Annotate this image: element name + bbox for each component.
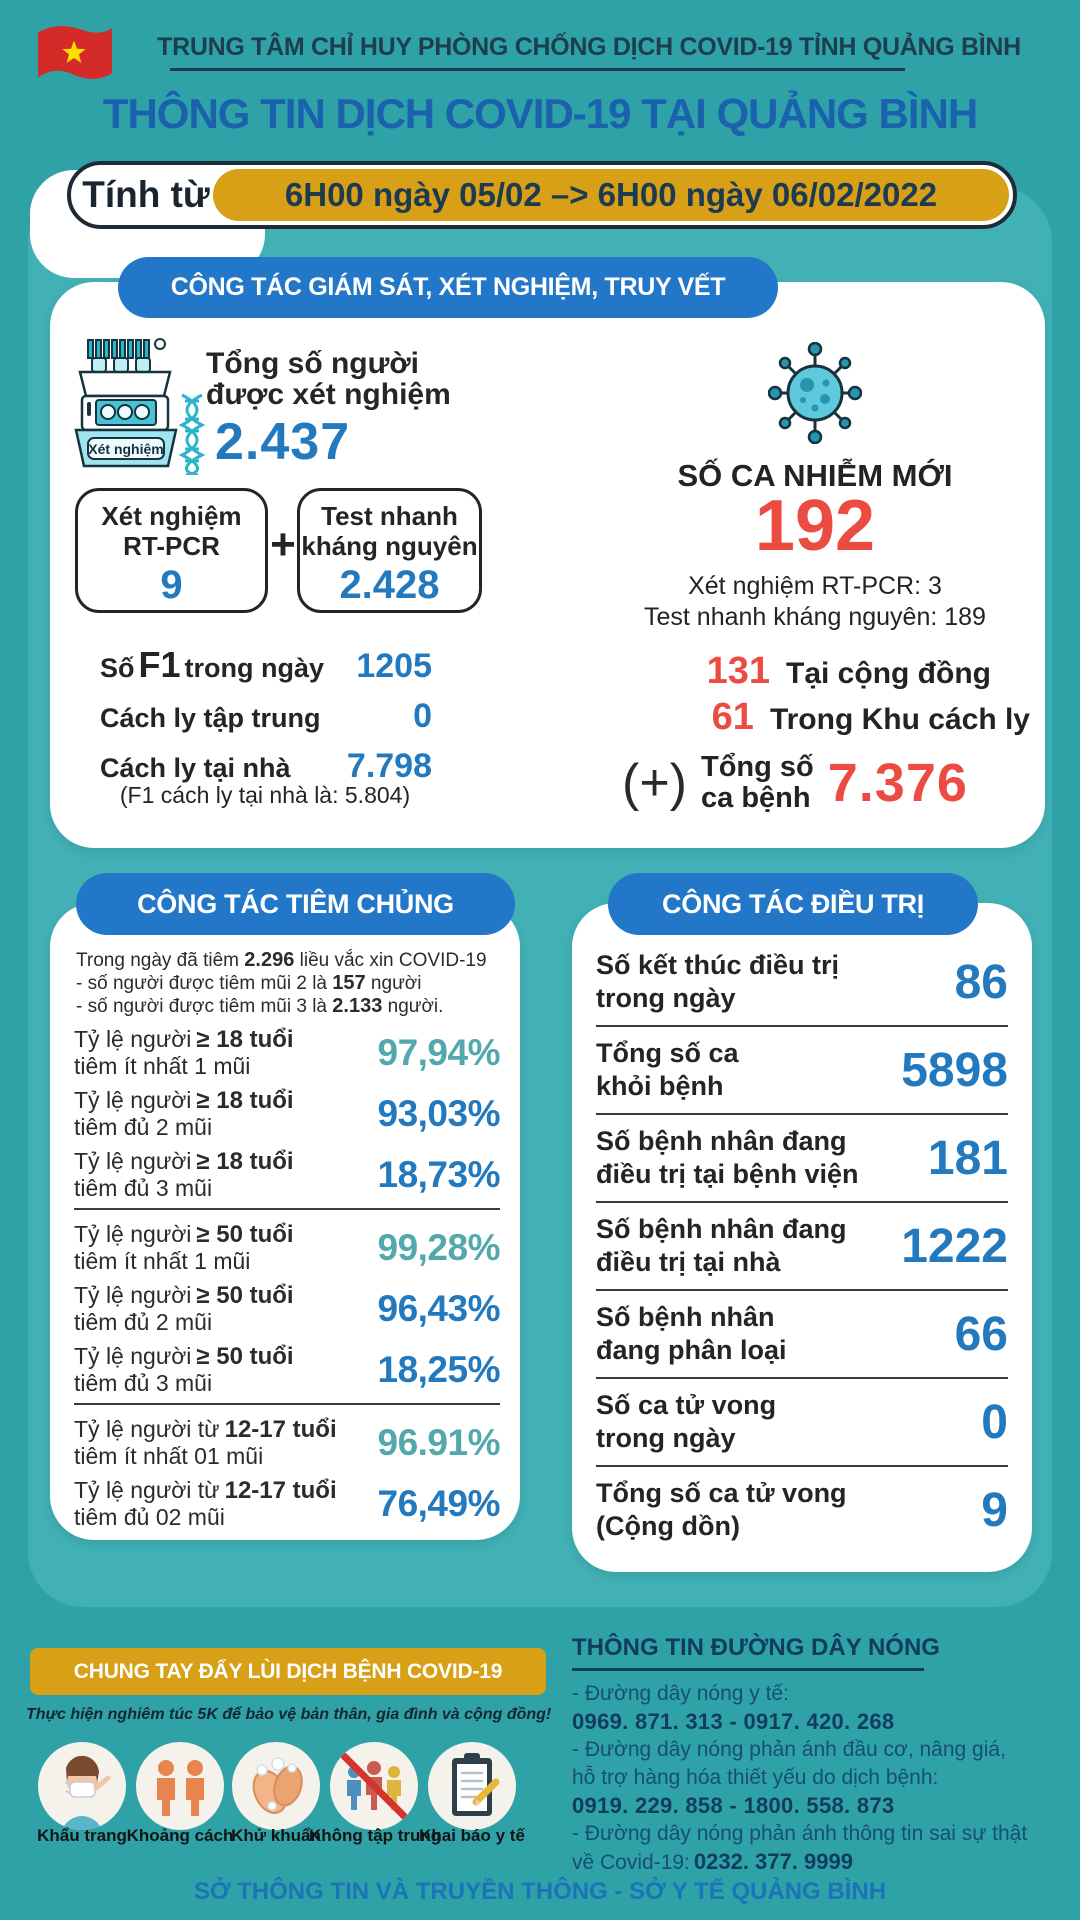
period-value: 6H00 ngày 05/02 –> 6H00 ngày 06/02/2022 — [213, 169, 1009, 221]
new-cases-value: 192 — [754, 486, 876, 566]
org-underline — [170, 68, 905, 71]
new-cases-title: SỐ CA NHIỄM MỚI — [677, 458, 953, 493]
vaccination-card: Trong ngày đã tiêm 2.296 liều vắc xin CO… — [50, 903, 520, 1540]
hotline-underline — [572, 1668, 924, 1671]
divider — [596, 1201, 1008, 1203]
campaign-slogan: Thực hiện nghiêm túc 5K để bảo vệ bản th… — [26, 1706, 552, 1723]
vaccination-section-title: CÔNG TÁC TIÊM CHỦNG — [76, 873, 515, 935]
rate-row: Tỷ lệ người ≥ 18 tuổi tiêm đủ 2 mũi 93,03% — [74, 1087, 500, 1140]
rate-row: Tỷ lệ người ≥ 50 tuổi tiêm đủ 3 mũi 18,25% — [74, 1343, 500, 1396]
treatment-row: Số bệnh nhân đang phân loại 66 — [596, 1302, 1008, 1365]
antigen-count: 2.428 — [339, 563, 440, 607]
org-name: TRUNG TÂM CHỈ HUY PHÒNG CHỐNG DỊCH COVID… — [157, 33, 1021, 61]
machine-label: Xét nghiệm — [88, 441, 163, 457]
report-period: Tính từ 6H00 ngày 05/02 –> 6H00 ngày 06/… — [67, 161, 1017, 229]
vietnam-flag-icon — [38, 26, 112, 79]
dna-icon — [178, 393, 206, 475]
rtpcr-count: 9 — [160, 563, 183, 607]
antigen-box: Test nhanh kháng nguyên 2.428 — [297, 488, 482, 613]
rate-row: Tỷ lệ người ≥ 18 tuổi tiêm ít nhất 1 mũi 9… — [74, 1026, 500, 1079]
cumulative-cases: (+) Tổng số ca bệnh 7.376 — [622, 751, 968, 814]
no-gathering-icon — [330, 1742, 418, 1830]
divider — [596, 1113, 1008, 1115]
surveillance-section-title: CÔNG TÁC GIÁM SÁT, XÉT NGHIỆM, TRUY VẾT — [118, 257, 778, 318]
vaccination-intro: Trong ngày đã tiêm 2.296 liều vắc xin CO… — [76, 949, 487, 1017]
new-cases-antigen: Test nhanh kháng nguyên: 189 — [644, 603, 986, 631]
hand-wash-icon — [232, 1742, 320, 1830]
surveillance-card: Xét nghiệm Tổng số người được xét nghiệm… — [50, 282, 1045, 848]
treatment-section-title: CÔNG TÁC ĐIỀU TRỊ — [608, 873, 978, 935]
rtpcr-box: Xét nghiệm RT-PCR 9 — [75, 488, 268, 613]
new-cases-rtpcr: Xét nghiệm RT-PCR: 3 — [688, 572, 942, 600]
divider — [596, 1289, 1008, 1291]
stat-row-f1: Số F1 trong ngày 1205 — [100, 644, 432, 685]
tested-label: Tổng số người được xét nghiệm — [206, 347, 451, 411]
prevention-label: Khoảng cách — [126, 1826, 234, 1845]
rate-row: Tỷ lệ người từ 12-17 tuổi tiêm đủ 02 mũi 7… — [74, 1477, 500, 1530]
campaign-banner: CHUNG TAY ĐẨY LÙI DỊCH BỆNH COVID-19 — [30, 1648, 546, 1695]
divider — [74, 1208, 500, 1210]
prevention-label: Khẩu trang — [37, 1826, 127, 1845]
hotline-title: THÔNG TIN ĐƯỜNG DÂY NÓNG — [572, 1634, 940, 1661]
rate-row: Tỷ lệ người từ 12-17 tuổi tiêm ít nhất 01 … — [74, 1416, 500, 1469]
prevention-label: Không tập trung — [309, 1826, 442, 1845]
quarantine-stats: Số F1 trong ngày 1205 Cách ly tập trung 0 … — [100, 644, 432, 797]
prevention-label: Khử khuẩn — [231, 1826, 321, 1845]
treatment-row: Tổng số ca tử vong (Cộng dồn) 9 — [596, 1478, 1008, 1541]
treatment-card: Số kết thúc điều trị trong ngày 86 Tổng s… — [572, 903, 1032, 1572]
divider — [596, 1377, 1008, 1379]
treatment-row: Số bệnh nhân đang điều trị tại bệnh viện … — [596, 1126, 1008, 1189]
distance-icon — [136, 1742, 224, 1830]
treatment-rows: Số kết thúc điều trị trong ngày 86 Tổng s… — [596, 945, 1008, 1547]
rate-row: Tỷ lệ người ≥ 50 tuổi tiêm đủ 2 mũi 96,43% — [74, 1282, 500, 1335]
rate-row: Tỷ lệ người ≥ 18 tuổi tiêm đủ 3 mũi 18,73% — [74, 1148, 500, 1201]
credit-line: SỞ THÔNG TIN VÀ TRUYỀN THÔNG - SỞ Y TẾ Q… — [193, 1878, 887, 1905]
cumulative-value: 7.376 — [827, 753, 968, 813]
hotline-info: - Đường dây nóng y tế: 0969. 871. 313 - … — [572, 1682, 1028, 1874]
treatment-row: Số bệnh nhân đang điều trị tại nhà 1222 — [596, 1214, 1008, 1277]
page-title: THÔNG TIN DỊCH COVID-19 TẠI QUẢNG BÌNH — [102, 90, 978, 137]
face-mask-icon — [38, 1742, 126, 1830]
vaccination-rates: Tỷ lệ người ≥ 18 tuổi tiêm ít nhất 1 mũi 9… — [74, 1025, 500, 1537]
treatment-row: Số ca tử vong trong ngày 0 — [596, 1390, 1008, 1453]
cumulative-plus: (+) — [622, 754, 687, 812]
health-declaration-icon — [428, 1742, 516, 1830]
quarantine-cases: 61 Trong Khu cách ly — [711, 696, 1030, 738]
rate-row: Tỷ lệ người ≥ 50 tuổi tiêm ít nhất 1 mũi 9… — [74, 1221, 500, 1274]
stat-row-home: Cách ly tại nhà 7.798 — [100, 747, 432, 785]
treatment-row: Tổng số ca khỏi bệnh 5898 — [596, 1038, 1008, 1101]
f1-note: (F1 cách ly tại nhà là: 5.804) — [119, 782, 411, 808]
period-label: Tính từ — [82, 174, 210, 215]
prevention-label: Khai báo y tế — [419, 1826, 525, 1845]
virus-icon — [768, 342, 862, 444]
plus-sign: + — [270, 520, 296, 569]
divider — [596, 1465, 1008, 1467]
divider — [596, 1025, 1008, 1027]
treatment-row: Số kết thúc điều trị trong ngày 86 — [596, 950, 1008, 1013]
community-cases: 131 Tại cộng đồng — [706, 650, 991, 692]
divider — [74, 1403, 500, 1405]
stat-row-centralized: Cách ly tập trung 0 — [100, 697, 432, 735]
tested-value: 2.437 — [215, 413, 351, 471]
pcr-machine-icon: Xét nghiệm — [74, 338, 178, 468]
